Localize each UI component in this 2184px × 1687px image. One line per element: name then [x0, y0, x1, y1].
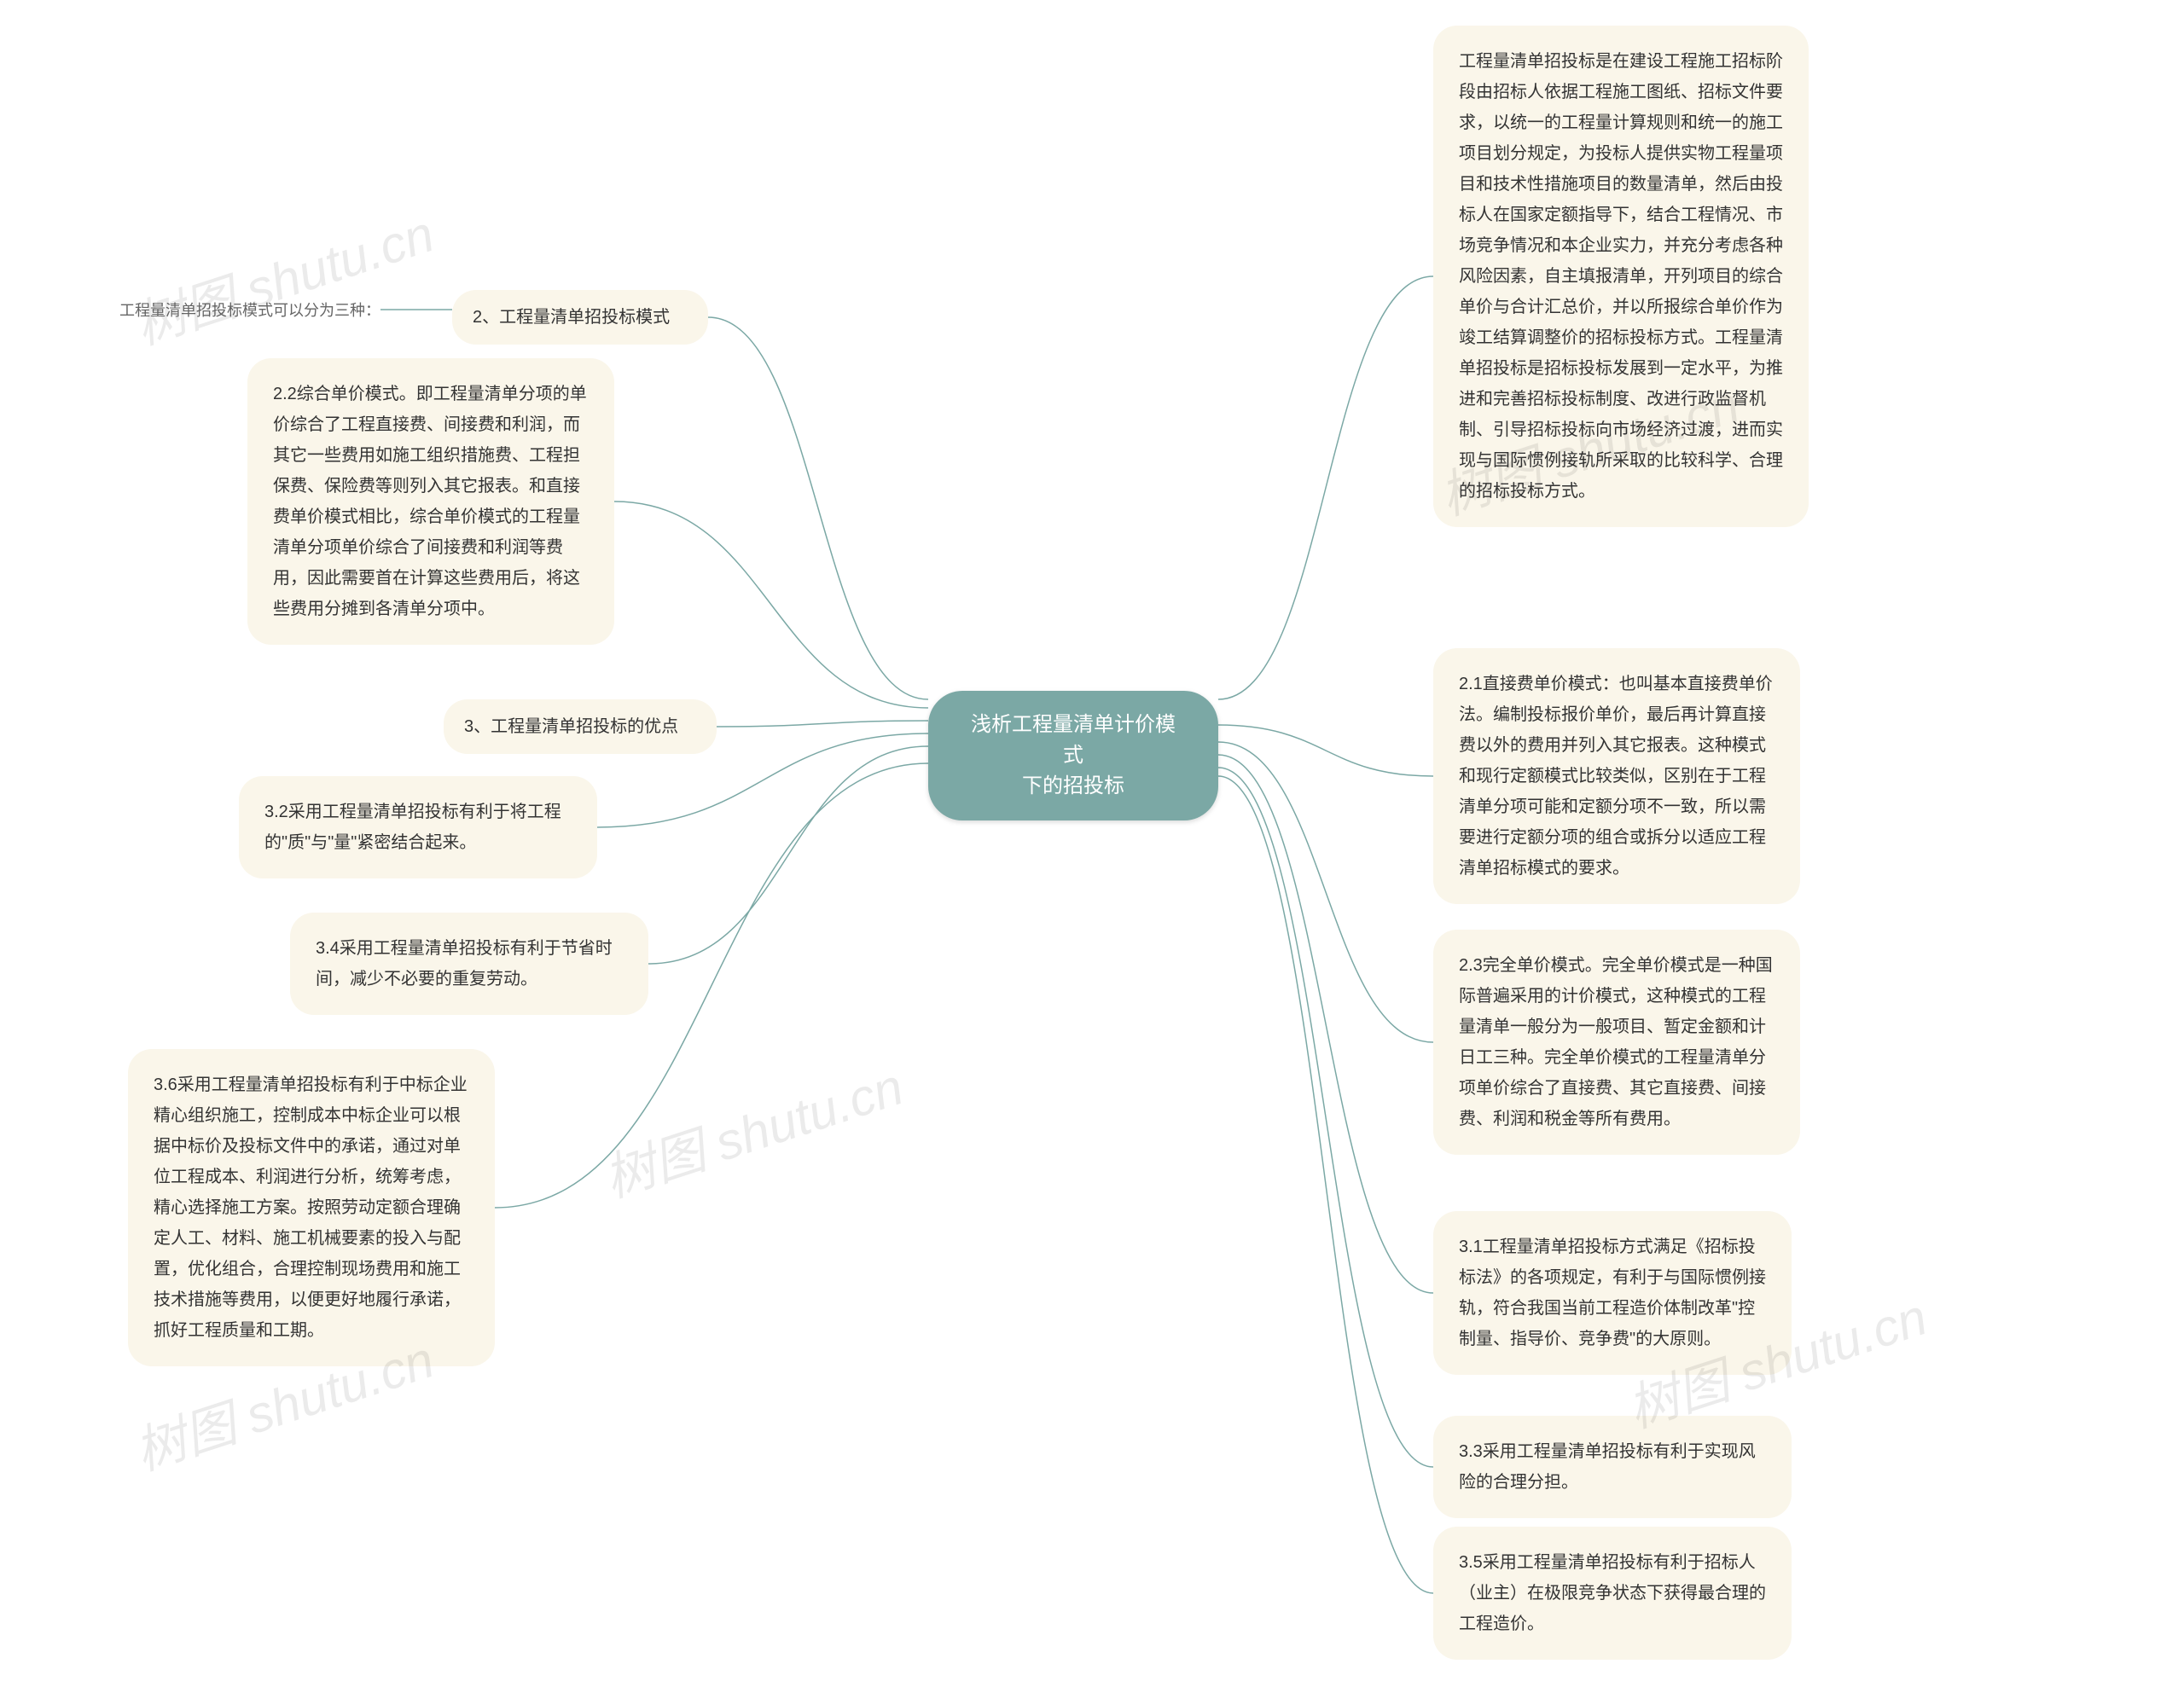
leaf-node-n6: 3.2采用工程量清单招投标有利于将工程的"质"与"量"紧密结合起来。 — [239, 776, 597, 878]
leaf-text-n2: 2、工程量清单招投标模式 — [473, 308, 670, 327]
leaf-text-n7: 2.3完全单价模式。完全单价模式是一种国际普遍采用的计价模式，这种模式的工程量清… — [1459, 956, 1773, 1128]
leaf-text-n5: 3、工程量清单招投标的优点 — [464, 717, 678, 736]
leaf-node-n5: 3、工程量清单招投标的优点 — [444, 699, 717, 754]
leaf-text-n4: 2.1直接费单价模式：也叫基本直接费单价法。编制投标报价单价，最后再计算直接费以… — [1459, 675, 1773, 878]
leaf-node-n4: 2.1直接费单价模式：也叫基本直接费单价法。编制投标报价单价，最后再计算直接费以… — [1433, 648, 1800, 904]
leaf-text-n12: 3.5采用工程量清单招投标有利于招标人（业主）在极限竞争状态下获得最合理的工程造… — [1459, 1553, 1766, 1633]
connector-n1 — [1218, 276, 1433, 699]
center-title-line2: 下的招投标 — [1022, 774, 1124, 797]
leaf-node-n10: 3.6采用工程量清单招投标有利于中标企业精心组织施工，控制成本中标企业可以根据中… — [128, 1049, 495, 1366]
connector-n12 — [1218, 776, 1433, 1593]
leaf-text-n6: 3.2采用工程量清单招投标有利于将工程的"质"与"量"紧密结合起来。 — [264, 803, 561, 852]
connector-n5 — [717, 721, 928, 727]
leaf-node-n9: 3.1工程量清单招投标方式满足《招标投标法》的各项规定，有利于与国际惯例接轨，符… — [1433, 1211, 1792, 1375]
leaf-text-n1: 工程量清单招投标是在建设工程施工招标阶段由招标人依据工程施工图纸、招标文件要求，… — [1459, 52, 1783, 501]
left-category-label: 工程量清单招投标模式可以分为三种： — [119, 299, 380, 321]
connector-n9 — [1218, 755, 1433, 1293]
leaf-node-n7: 2.3完全单价模式。完全单价模式是一种国际普遍采用的计价模式，这种模式的工程量清… — [1433, 930, 1800, 1155]
connector-n4 — [1218, 725, 1433, 776]
leaf-node-n1: 工程量清单招投标是在建设工程施工招标阶段由招标人依据工程施工图纸、招标文件要求，… — [1433, 26, 1809, 527]
watermark-2: 树图 shutu.cn — [593, 1046, 911, 1212]
center-node: 浅析工程量清单计价模式 下的招投标 — [928, 691, 1218, 820]
leaf-node-n3: 2.2综合单价模式。即工程量清单分项的单价综合了工程直接费、间接费和利润，而其它… — [247, 358, 614, 645]
leaf-node-n2: 2、工程量清单招投标模式 — [452, 290, 708, 345]
connector-n8 — [648, 746, 928, 964]
leaf-text-n11: 3.3采用工程量清单招投标有利于实现风险的合理分担。 — [1459, 1442, 1756, 1492]
leaf-text-n10: 3.6采用工程量清单招投标有利于中标企业精心组织施工，控制成本中标企业可以根据中… — [154, 1075, 468, 1340]
connector-n11 — [1218, 768, 1433, 1467]
connector-n2 — [708, 317, 928, 699]
leaf-text-n3: 2.2综合单价模式。即工程量清单分项的单价综合了工程直接费、间接费和利润，而其它… — [273, 385, 587, 618]
leaf-text-n8: 3.4采用工程量清单招投标有利于节省时间，减少不必要的重复劳动。 — [316, 939, 613, 988]
center-title-line1: 浅析工程量清单计价模式 — [971, 713, 1176, 767]
leaf-node-n8: 3.4采用工程量清单招投标有利于节省时间，减少不必要的重复劳动。 — [290, 913, 648, 1015]
leaf-node-n12: 3.5采用工程量清单招投标有利于招标人（业主）在极限竞争状态下获得最合理的工程造… — [1433, 1527, 1792, 1660]
leaf-text-n9: 3.1工程量清单招投标方式满足《招标投标法》的各项规定，有利于与国际惯例接轨，符… — [1459, 1238, 1766, 1348]
leaf-node-n11: 3.3采用工程量清单招投标有利于实现风险的合理分担。 — [1433, 1416, 1792, 1518]
connector-n3 — [614, 501, 928, 708]
connector-n7 — [1218, 742, 1433, 1042]
watermark-0: 树图 shutu.cn — [124, 193, 442, 359]
